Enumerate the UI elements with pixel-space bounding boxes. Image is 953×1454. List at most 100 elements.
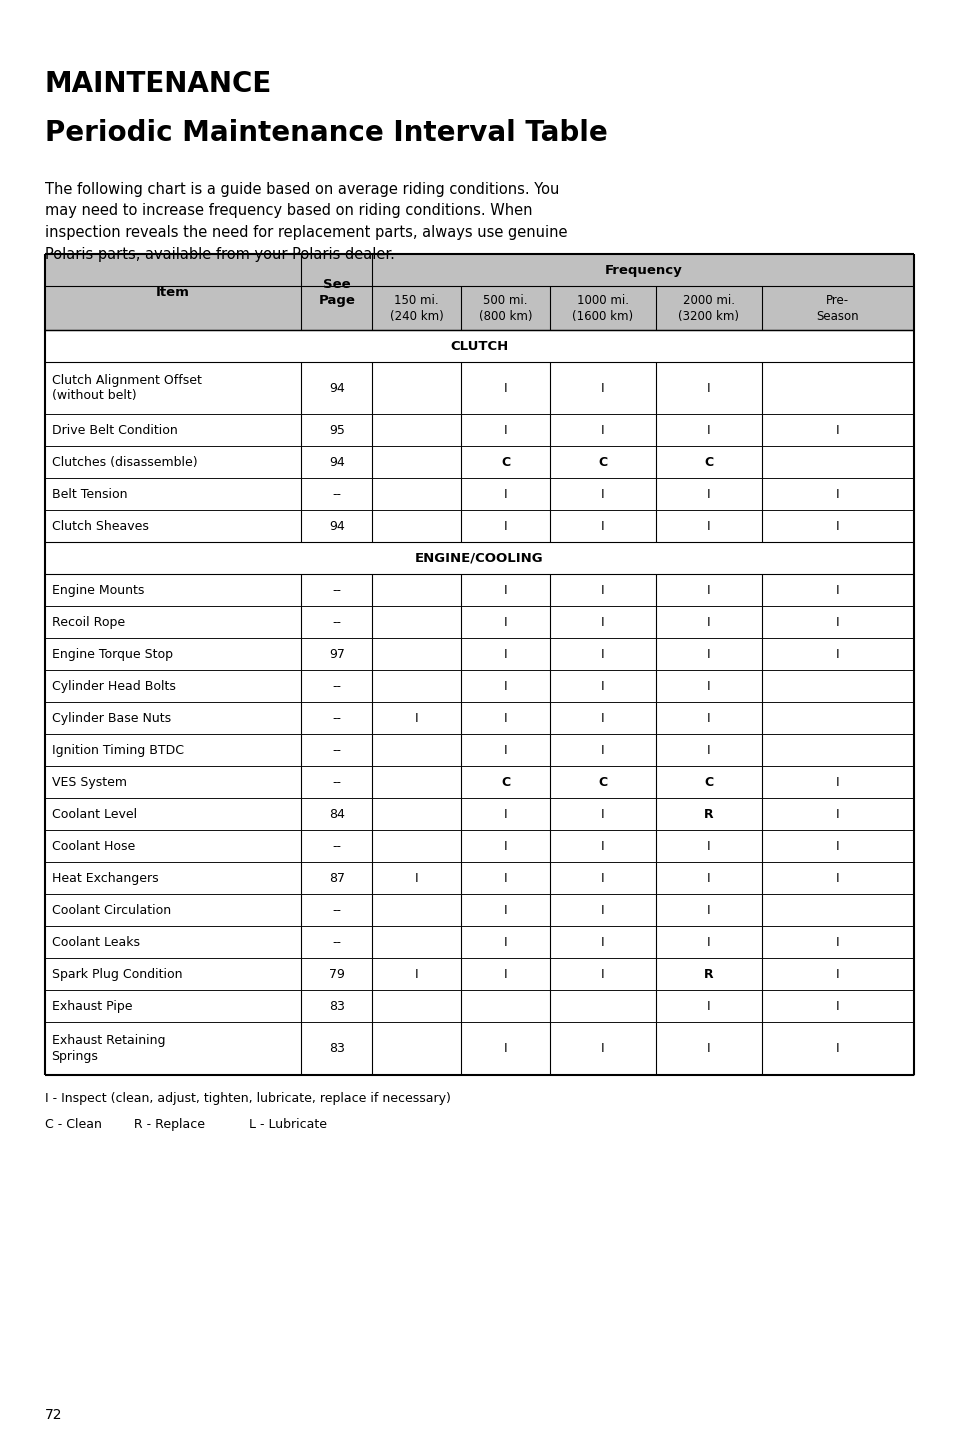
Text: I: I bbox=[835, 808, 839, 820]
Bar bbox=[45, 362, 913, 414]
Text: Ignition Timing BTDC: Ignition Timing BTDC bbox=[51, 744, 183, 756]
Text: 79: 79 bbox=[329, 968, 344, 980]
Text: Clutch Alignment Offset
(without belt): Clutch Alignment Offset (without belt) bbox=[51, 374, 201, 403]
Text: I: I bbox=[600, 904, 604, 916]
Text: C: C bbox=[500, 457, 510, 468]
Bar bbox=[45, 446, 913, 478]
Bar bbox=[45, 894, 913, 926]
Text: I: I bbox=[503, 968, 507, 980]
Text: ENGINE/COOLING: ENGINE/COOLING bbox=[415, 553, 543, 564]
Text: --: -- bbox=[332, 840, 341, 852]
Text: Coolant Circulation: Coolant Circulation bbox=[51, 904, 171, 916]
Bar bbox=[45, 798, 913, 830]
Text: I: I bbox=[503, 872, 507, 884]
Text: I: I bbox=[503, 521, 507, 532]
Text: I: I bbox=[600, 382, 604, 394]
Text: Exhaust Retaining
Springs: Exhaust Retaining Springs bbox=[51, 1034, 165, 1063]
Text: --: -- bbox=[332, 904, 341, 916]
Text: R: R bbox=[703, 968, 713, 980]
Bar bbox=[45, 734, 913, 766]
Text: I: I bbox=[600, 808, 604, 820]
Text: I: I bbox=[503, 840, 507, 852]
Text: I: I bbox=[706, 712, 710, 724]
Text: C: C bbox=[598, 776, 607, 788]
Text: I: I bbox=[503, 585, 507, 596]
Text: Frequency: Frequency bbox=[603, 265, 681, 276]
Text: I: I bbox=[706, 489, 710, 500]
Bar bbox=[45, 478, 913, 510]
Text: I: I bbox=[706, 521, 710, 532]
Text: I: I bbox=[600, 648, 604, 660]
Text: Engine Mounts: Engine Mounts bbox=[51, 585, 144, 596]
Bar bbox=[45, 830, 913, 862]
Text: I: I bbox=[706, 425, 710, 436]
Text: I: I bbox=[835, 1000, 839, 1012]
Text: I: I bbox=[706, 382, 710, 394]
Text: C - Clean        R - Replace           L - Lubricate: C - Clean R - Replace L - Lubricate bbox=[45, 1118, 327, 1131]
Text: CLUTCH: CLUTCH bbox=[450, 340, 508, 352]
Text: I: I bbox=[600, 489, 604, 500]
Text: I: I bbox=[706, 680, 710, 692]
Text: 94: 94 bbox=[329, 382, 344, 394]
Text: I: I bbox=[835, 840, 839, 852]
Bar bbox=[45, 990, 913, 1022]
Text: I: I bbox=[503, 936, 507, 948]
Text: 97: 97 bbox=[329, 648, 344, 660]
Text: 94: 94 bbox=[329, 457, 344, 468]
Text: I: I bbox=[706, 648, 710, 660]
Text: 1000 mi.
(1600 km): 1000 mi. (1600 km) bbox=[572, 294, 633, 323]
Text: I: I bbox=[835, 489, 839, 500]
Text: I: I bbox=[835, 872, 839, 884]
Text: I: I bbox=[706, 904, 710, 916]
Text: I: I bbox=[600, 1043, 604, 1054]
Text: I: I bbox=[835, 616, 839, 628]
Text: I: I bbox=[600, 968, 604, 980]
Text: I: I bbox=[835, 425, 839, 436]
Text: I: I bbox=[706, 616, 710, 628]
Text: Periodic Maintenance Interval Table: Periodic Maintenance Interval Table bbox=[45, 119, 607, 147]
Text: Coolant Hose: Coolant Hose bbox=[51, 840, 134, 852]
Text: I: I bbox=[600, 616, 604, 628]
Bar bbox=[45, 958, 913, 990]
Text: Cylinder Head Bolts: Cylinder Head Bolts bbox=[51, 680, 175, 692]
Text: 95: 95 bbox=[329, 425, 344, 436]
Text: I: I bbox=[503, 648, 507, 660]
Text: Drive Belt Condition: Drive Belt Condition bbox=[51, 425, 177, 436]
Text: 87: 87 bbox=[329, 872, 344, 884]
Text: Engine Torque Stop: Engine Torque Stop bbox=[51, 648, 172, 660]
Text: Heat Exchangers: Heat Exchangers bbox=[51, 872, 158, 884]
Text: Spark Plug Condition: Spark Plug Condition bbox=[51, 968, 182, 980]
Bar bbox=[45, 542, 913, 574]
Text: I: I bbox=[415, 712, 418, 724]
Text: I: I bbox=[600, 425, 604, 436]
Text: --: -- bbox=[332, 616, 341, 628]
Text: I: I bbox=[600, 840, 604, 852]
Bar bbox=[45, 574, 913, 606]
Bar bbox=[45, 862, 913, 894]
Text: I: I bbox=[600, 936, 604, 948]
Bar bbox=[45, 638, 913, 670]
Text: I: I bbox=[835, 648, 839, 660]
Text: I: I bbox=[706, 872, 710, 884]
Text: I: I bbox=[600, 744, 604, 756]
Text: I: I bbox=[503, 680, 507, 692]
Text: --: -- bbox=[332, 585, 341, 596]
Text: I: I bbox=[503, 808, 507, 820]
Bar bbox=[45, 606, 913, 638]
Bar bbox=[45, 414, 913, 446]
Text: I: I bbox=[600, 521, 604, 532]
Bar bbox=[45, 926, 913, 958]
Text: I: I bbox=[600, 585, 604, 596]
Text: R: R bbox=[703, 808, 713, 820]
Text: MAINTENANCE: MAINTENANCE bbox=[45, 70, 272, 97]
Text: I: I bbox=[600, 712, 604, 724]
Text: C: C bbox=[703, 776, 713, 788]
Text: See
Page: See Page bbox=[318, 278, 355, 307]
Text: I: I bbox=[503, 744, 507, 756]
Text: 2000 mi.
(3200 km): 2000 mi. (3200 km) bbox=[678, 294, 739, 323]
Text: Clutch Sheaves: Clutch Sheaves bbox=[51, 521, 149, 532]
Text: Item: Item bbox=[156, 286, 190, 298]
Text: 500 mi.
(800 km): 500 mi. (800 km) bbox=[478, 294, 532, 323]
Text: I: I bbox=[706, 936, 710, 948]
Text: I: I bbox=[503, 616, 507, 628]
